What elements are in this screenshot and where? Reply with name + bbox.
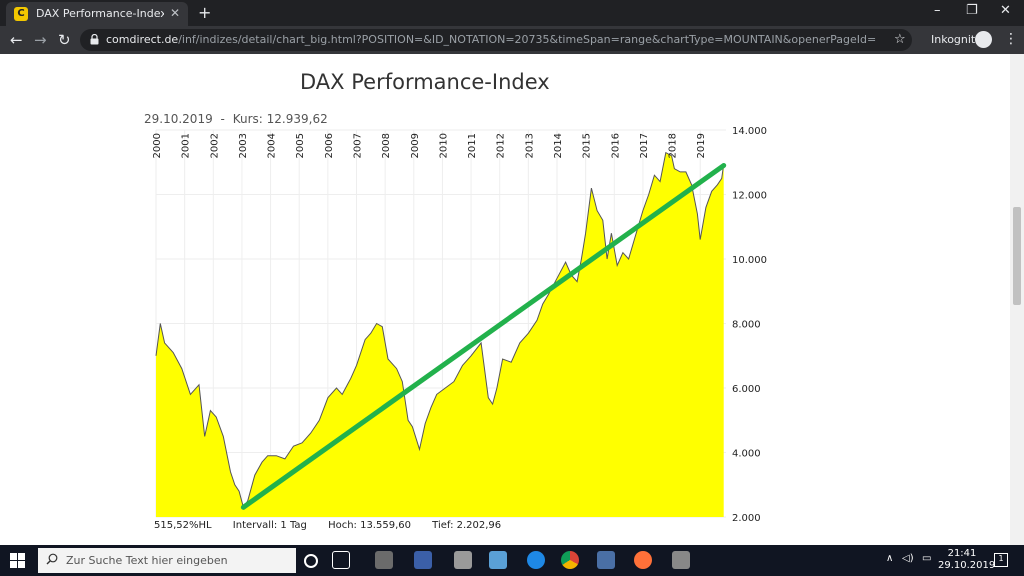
scrollbar-thumb[interactable] — [1013, 207, 1021, 305]
y-tick-label: 14.000 — [732, 126, 767, 137]
x-tick-label: 2010 — [438, 133, 449, 158]
area-fill — [156, 152, 724, 517]
x-tick-label: 2002 — [209, 133, 220, 158]
incognito-label: Inkognito — [931, 33, 982, 46]
scrollbar[interactable] — [1010, 54, 1024, 545]
task-view-icon[interactable] — [332, 551, 350, 569]
x-tick-label: 2005 — [295, 133, 306, 158]
chart-info: 29.10.2019 - Kurs: 12.939,62 — [144, 112, 328, 126]
x-tick-label: 2009 — [410, 133, 421, 158]
reload-icon[interactable]: ↻ — [58, 31, 71, 49]
x-tick-label: 2008 — [381, 133, 392, 158]
x-tick-label: 2007 — [353, 133, 364, 158]
page-title: DAX Performance-Index — [300, 70, 550, 94]
page-content: DAX Performance-Index 29.10.2019 - Kurs:… — [0, 54, 1024, 545]
taskbar-search[interactable]: Zur Suche Text hier eingeben — [38, 548, 296, 573]
windows-start-icon[interactable] — [10, 553, 25, 568]
forward-arrow-icon[interactable]: → — [34, 31, 47, 49]
x-tick-label: 2012 — [496, 133, 507, 158]
url-host: comdirect.de — [106, 33, 179, 46]
info-separator: - — [220, 112, 225, 126]
tab-title: DAX Performance-Index - 846900 — [36, 7, 164, 20]
bookmark-star-icon[interactable]: ☆ — [894, 32, 906, 47]
x-tick-label: 2011 — [467, 133, 478, 158]
browser-toolbar: ← → ↻ comdirect.de/inf/indizes/detail/ch… — [0, 26, 1024, 54]
x-tick-label: 2004 — [267, 133, 278, 158]
notification-icon[interactable]: 1 — [994, 553, 1008, 567]
app-icon-1[interactable] — [375, 551, 393, 569]
app-icon-5[interactable] — [597, 551, 615, 569]
performance-stat: 515,52%HL — [154, 520, 212, 531]
back-arrow-icon[interactable]: ← — [10, 31, 23, 49]
url-path: /inf/indizes/detail/chart_big.html?POSIT… — [178, 33, 876, 46]
x-tick-label: 2019 — [696, 133, 707, 158]
x-tick-label: 2000 — [152, 133, 163, 158]
close-tab-icon[interactable]: ✕ — [170, 6, 181, 20]
network-icon[interactable]: ▭ — [922, 553, 932, 564]
browser-tab[interactable]: C DAX Performance-Index - 846900 ✕ — [6, 2, 188, 26]
y-tick-label: 8.000 — [732, 320, 761, 331]
app-icon-4[interactable] — [527, 551, 545, 569]
x-tick-label: 2018 — [668, 133, 679, 158]
url-text: comdirect.de/inf/indizes/detail/chart_bi… — [106, 33, 876, 46]
y-tick-label: 6.000 — [732, 384, 761, 395]
firefox-icon[interactable] — [634, 551, 652, 569]
info-kurs: Kurs: 12.939,62 — [232, 112, 328, 126]
minimize-icon[interactable]: – — [934, 3, 941, 18]
low-stat: Tief: 2.202,96 — [432, 520, 502, 531]
app-icon-2[interactable] — [414, 551, 432, 569]
y-tick-label: 12.000 — [732, 191, 767, 202]
comdirect-favicon-icon: C — [14, 7, 28, 21]
incognito-icon[interactable] — [975, 31, 992, 48]
x-tick-label: 2013 — [524, 133, 535, 158]
new-tab-icon[interactable]: + — [198, 3, 212, 22]
lock-icon — [90, 34, 99, 45]
volume-icon[interactable]: ◁) — [902, 553, 914, 564]
x-tick-label: 2001 — [181, 133, 192, 158]
browser-tab-bar: C DAX Performance-Index - 846900 ✕ + – ❐… — [0, 0, 1024, 26]
address-bar[interactable]: comdirect.de/inf/indizes/detail/chart_bi… — [80, 29, 912, 51]
chrome-icon[interactable] — [561, 551, 579, 569]
y-tick-label: 10.000 — [732, 255, 767, 266]
restore-icon[interactable]: ❐ — [966, 3, 978, 18]
x-tick-label: 2017 — [639, 133, 650, 158]
x-tick-label: 2015 — [582, 133, 593, 158]
calculator-icon[interactable] — [454, 551, 472, 569]
x-tick-label: 2003 — [238, 133, 249, 158]
search-icon — [46, 553, 58, 565]
info-date: 29.10.2019 — [144, 112, 213, 126]
high-stat: Hoch: 13.559,60 — [328, 520, 411, 531]
app-icon-6[interactable] — [672, 551, 690, 569]
x-tick-label: 2006 — [324, 133, 335, 158]
close-window-icon[interactable]: ✕ — [1000, 3, 1011, 18]
x-tick-label: 2014 — [553, 133, 564, 158]
taskbar-clock[interactable]: 21:41 29.10.2019 — [938, 548, 996, 571]
y-axis-ticks: 14.000 12.000 10.000 8.000 6.000 4.000 2.000 — [732, 126, 767, 524]
app-icon-3[interactable] — [489, 551, 507, 569]
menu-dots-icon[interactable]: ⋮ — [1004, 31, 1018, 47]
tray-chevron-icon[interactable]: ∧ — [886, 553, 894, 564]
chart-stats: 515,52%HL Intervall: 1 Tag Hoch: 13.559,… — [154, 520, 519, 531]
x-tick-label: 2016 — [610, 133, 621, 158]
x-axis-ticks: 2000 2001 2002 2003 2004 2005 2006 2007 2008 2009… — [152, 133, 707, 158]
dax-chart: 2000 2001 2002 2003 2004 2005 2006 2007 2008 2009… — [152, 126, 767, 524]
windows-taskbar: Zur Suche Text hier eingeben ∧ ◁) ▭ 21:4… — [0, 545, 1024, 576]
cortana-icon[interactable] — [304, 554, 318, 568]
trend-line — [240, 162, 727, 510]
interval-stat: Intervall: 1 Tag — [232, 520, 307, 531]
y-tick-label: 4.000 — [732, 449, 761, 460]
y-tick-label: 2.000 — [732, 513, 761, 524]
